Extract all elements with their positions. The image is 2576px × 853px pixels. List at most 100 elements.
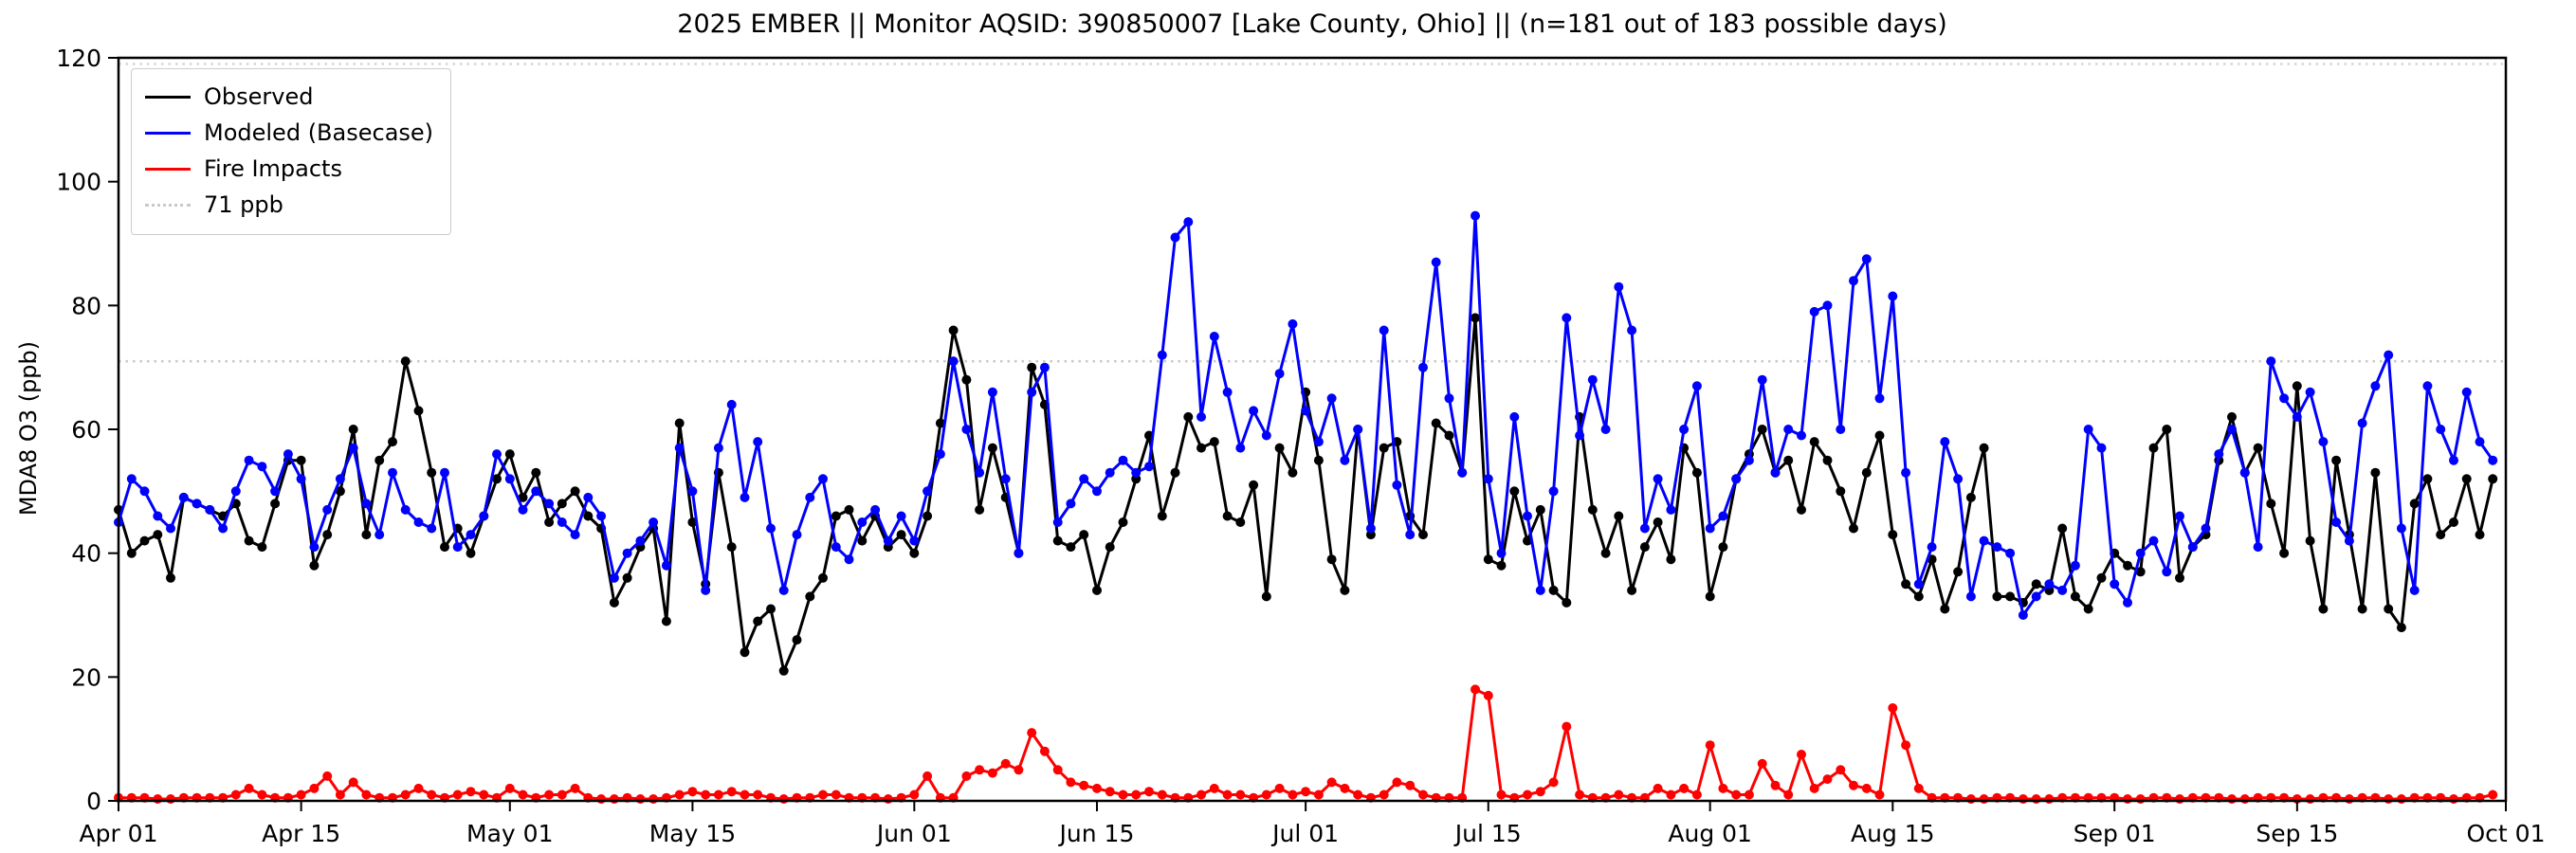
observed-marker [413, 406, 424, 416]
modeled-basecase-marker [948, 356, 959, 367]
modeled-basecase-marker [1797, 430, 1806, 441]
fire-impacts-marker [2227, 794, 2237, 804]
observed-marker [1691, 467, 1702, 478]
fire-impacts-marker [687, 787, 698, 797]
x-tick-label: Apr 01 [79, 820, 157, 847]
observed-marker [244, 535, 254, 546]
observed-marker [1600, 548, 1611, 558]
modeled-basecase-marker [1535, 585, 1545, 595]
modeled-basecase-marker [1927, 542, 1937, 553]
fire-impacts-marker [570, 783, 580, 793]
modeled-basecase-marker [413, 517, 424, 527]
fire-impacts-marker [818, 789, 828, 800]
modeled-basecase-marker [1288, 318, 1298, 329]
fire-impacts-marker [1496, 789, 1507, 800]
modeled-basecase-marker [1301, 406, 1311, 416]
observed-marker [1274, 443, 1285, 453]
fire-impacts-marker [2239, 794, 2250, 804]
observed-marker [1836, 486, 1846, 497]
observed-marker [257, 542, 267, 553]
observed-marker [1901, 579, 1911, 590]
fire-impacts-marker [1079, 780, 1089, 790]
fire-impacts-marker [1379, 789, 1389, 800]
observed-marker [1653, 517, 1663, 527]
observed-marker [466, 548, 476, 558]
fire-impacts-marker [296, 789, 306, 800]
fire-impacts-marker [753, 789, 763, 800]
fire-impacts-marker [518, 789, 528, 800]
modeled-basecase-marker [2449, 455, 2458, 465]
fire-impacts-marker [1614, 789, 1624, 800]
modeled-basecase-marker [1575, 430, 1585, 441]
observed-marker [2396, 623, 2406, 633]
fire-impacts-marker [609, 794, 619, 804]
observed-marker [1587, 504, 1598, 515]
modeled-basecase-marker [2057, 585, 2068, 595]
fire-impacts-marker [1809, 783, 1819, 793]
observed-marker [831, 511, 841, 521]
modeled-basecase-marker [1209, 332, 1219, 341]
fire-impacts-marker [1313, 789, 1324, 800]
observed-marker [1614, 511, 1624, 521]
observed-marker [2057, 523, 2068, 534]
fire-impacts-marker [1235, 789, 1246, 800]
modeled-basecase-marker [1235, 443, 1246, 453]
observed-marker [1092, 585, 1102, 595]
observed-marker [753, 616, 763, 626]
observed-marker [2357, 604, 2367, 614]
threshold-line-swatch [145, 203, 191, 207]
observed-marker [935, 418, 945, 428]
observed-marker [400, 356, 411, 367]
observed-marker [557, 499, 567, 509]
modeled-basecase-marker [870, 504, 881, 515]
fire-impacts-marker [987, 768, 997, 778]
x-tick-label: Jun 15 [1058, 820, 1135, 847]
modeled-basecase-marker [466, 530, 476, 540]
observed-marker [1809, 437, 1819, 447]
fire-impacts-marker [1666, 789, 1676, 800]
modeled-basecase-marker [2187, 542, 2198, 553]
modeled-basecase-marker [1783, 425, 1794, 434]
observed-marker [1340, 585, 1350, 595]
modeled-basecase-marker [1379, 325, 1389, 336]
fire-impacts-marker [230, 789, 241, 800]
modeled-basecase-marker [557, 517, 567, 527]
observed-marker [805, 591, 815, 602]
modeled-basecase-marker [1039, 362, 1050, 372]
modeled-basecase-marker [2227, 425, 2237, 434]
observed-marker [1757, 425, 1767, 434]
modeled-basecase-marker [1131, 467, 1142, 478]
modeled-basecase-marker [609, 572, 619, 583]
observed-marker [674, 418, 685, 428]
x-tick-label: Jul 15 [1453, 820, 1522, 847]
fire-impacts-line [119, 687, 2494, 801]
modeled-basecase-marker [1313, 437, 1324, 447]
modeled-basecase-marker [452, 542, 463, 553]
fire-impacts-marker [1405, 780, 1416, 790]
observed-marker [961, 374, 972, 385]
modeled-basecase-marker [2239, 467, 2250, 478]
observed-marker [844, 504, 854, 515]
modeled-basecase-marker [335, 474, 345, 484]
fire-impacts-marker [883, 794, 893, 804]
modeled-basecase-marker [479, 511, 489, 521]
modeled-basecase-marker [1183, 217, 1194, 227]
fire-impacts-marker [1222, 789, 1233, 800]
x-tick-label: Sep 15 [2256, 820, 2338, 847]
modeled-basecase-marker [1326, 393, 1337, 404]
observed-marker [896, 530, 906, 540]
x-tick-label: Apr 15 [262, 820, 340, 847]
observed-marker [1562, 597, 1572, 608]
modeled-basecase-marker [1614, 281, 1624, 292]
fire-impacts-marker [2384, 794, 2394, 804]
fire-impacts-marker [1757, 758, 1767, 769]
y-tick-label: 0 [86, 788, 101, 815]
observed-marker [427, 467, 437, 478]
modeled-basecase-marker [778, 585, 789, 595]
plot-border [117, 56, 2508, 803]
observed-marker [1326, 554, 1337, 565]
modeled-basecase-marker [726, 399, 737, 409]
legend-item-fire-impacts: Fire Impacts [145, 151, 433, 187]
observed-marker [1627, 585, 1637, 595]
modeled-basecase-marker [975, 467, 985, 478]
